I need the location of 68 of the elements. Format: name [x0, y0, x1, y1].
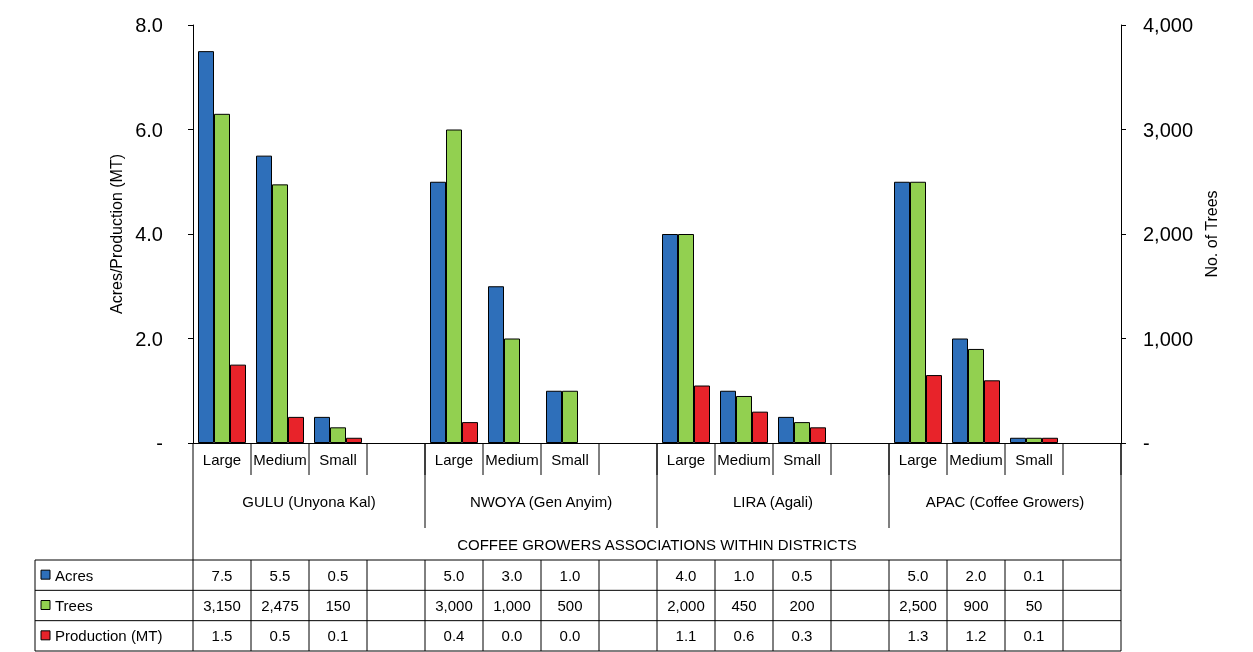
y2-tick-label: 1,000: [1143, 327, 1194, 350]
y2-tick-label: 3,000: [1143, 118, 1194, 141]
data-label: 5.0: [907, 566, 929, 584]
x-tick-label: Small: [783, 451, 821, 468]
data-label: 3,000: [435, 597, 473, 614]
y2-tick-label: -: [1143, 432, 1150, 454]
y2-tick-label: 4,000: [1143, 14, 1194, 36]
data-label: 1.2: [965, 627, 987, 645]
data-label: 150: [325, 597, 351, 614]
x-tick-label: Medium: [253, 451, 307, 468]
data-label: 0.5: [269, 627, 291, 645]
data-label: 0.6: [733, 627, 755, 645]
x-tick-label: Large: [434, 451, 474, 468]
data-label: 5.0: [443, 566, 465, 584]
data-label: 1,000: [493, 597, 531, 614]
data-label: 1.5: [211, 627, 233, 645]
data-label: 1.1: [675, 627, 697, 645]
data-label: 5.5: [269, 566, 291, 584]
x-tick-label: Large: [898, 451, 938, 468]
y2-axis-title: No. of Trees: [1203, 190, 1221, 278]
x-tick-label: Medium: [949, 451, 1003, 468]
data-label: 1.3: [907, 627, 929, 645]
data-label: 900: [963, 597, 989, 614]
data-label: 0.4: [443, 627, 465, 645]
legend-label: Production (MT): [55, 627, 163, 645]
data-label: 50: [1025, 597, 1043, 614]
data-label: 200: [789, 597, 815, 614]
data-label: 4.0: [675, 566, 697, 584]
y2-tick-label: 2,000: [1143, 223, 1194, 245]
text: NWOYA (Gen Anyim): [469, 493, 613, 510]
text: GULU (Unyona Kal): [242, 493, 376, 510]
data-label: 0.1: [1023, 566, 1045, 584]
x-tick-label: Large: [666, 451, 706, 468]
y-tick-label: 4.0: [135, 223, 163, 245]
data-label: 0.5: [791, 566, 813, 584]
data-label: 0.1: [327, 627, 349, 645]
x-tick-label: Medium: [717, 451, 771, 468]
data-label: 0.0: [501, 627, 523, 645]
y-axis-title: Acres/Production (MT): [107, 153, 125, 315]
data-label: 500: [557, 597, 583, 614]
x-tick-label: Medium: [485, 451, 539, 468]
data-label: 1.0: [733, 566, 755, 584]
legend-label: Trees: [55, 597, 93, 614]
text: APAC (Coffee Growers): [925, 493, 1085, 510]
data-label: 2,000: [667, 597, 705, 614]
y-tick-label: 2.0: [135, 327, 163, 350]
data-label: 2,475: [261, 597, 299, 614]
data-label: 450: [731, 597, 757, 614]
data-label: 7.5: [211, 566, 233, 584]
data-label: 0.3: [791, 627, 813, 645]
data-label: 3,150: [203, 597, 241, 614]
x-tick-label: Small: [551, 451, 589, 468]
legend-label: Acres: [55, 566, 94, 584]
data-label: 3.0: [501, 566, 523, 584]
x-tick-label: Small: [1015, 451, 1053, 468]
data-label: 1.0: [559, 566, 581, 584]
x-tick-label: Large: [202, 451, 242, 468]
y-tick-label: 8.0: [135, 14, 163, 36]
y-tick-label: -: [156, 432, 163, 454]
y-tick-label: 6.0: [135, 118, 163, 141]
data-label: 2.0: [965, 566, 987, 584]
x-tick-label: Small: [319, 451, 357, 468]
data-label: 0.0: [559, 627, 581, 645]
data-label: 0.5: [327, 566, 349, 584]
x-axis-title: COFFEE GROWERS ASSOCIATIONS WITHIN DISTRICTS: [457, 535, 857, 553]
data-label: 2,500: [899, 597, 937, 614]
data-label: 0.1: [1023, 627, 1045, 645]
text: LIRA (Agali): [732, 493, 814, 510]
